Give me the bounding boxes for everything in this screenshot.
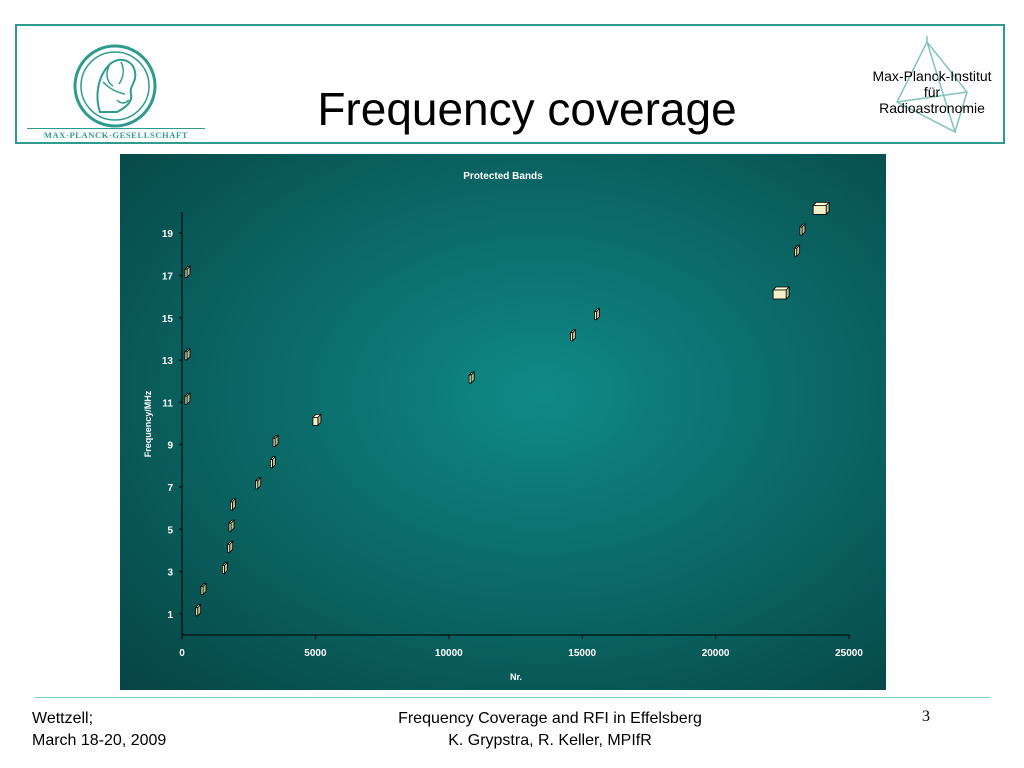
band-marker-face <box>312 416 319 426</box>
band-marker-face <box>184 351 188 361</box>
band-marker-face <box>570 332 573 342</box>
band-marker <box>793 244 801 258</box>
band-marker <box>272 434 280 448</box>
band-marker-face <box>812 204 827 215</box>
mpifr-line-2: für <box>923 84 941 100</box>
band-marker <box>311 413 322 427</box>
band-marker-face <box>200 586 204 595</box>
x-tick-label: 10000 <box>435 648 463 659</box>
band-marker <box>812 201 831 216</box>
x-axis-label: Nr. <box>510 672 522 682</box>
band-marker-face <box>221 565 225 574</box>
x-tick-label: 5000 <box>304 648 327 659</box>
x-tick-label: 0 <box>179 648 185 659</box>
band-marker <box>200 582 207 596</box>
footer-date: March 18-20, 2009 <box>32 732 167 749</box>
mpifr-line-3: Radioastronomie <box>879 100 985 116</box>
band-marker-face <box>594 311 597 321</box>
minerva-logo-icon <box>73 44 157 128</box>
footer-location: Wettzell; <box>32 710 94 727</box>
band-marker <box>221 561 229 575</box>
band-marker-face <box>269 459 273 469</box>
band-marker-face <box>799 226 803 236</box>
band-marker <box>269 455 277 469</box>
x-tick-label: 15000 <box>568 648 596 659</box>
band-marker <box>799 223 806 237</box>
footer-authors: K. Grypstra, R. Keller, MPIfR <box>448 732 652 749</box>
y-tick-label: 1 <box>167 610 173 621</box>
footer-talk-title: Frequency Coverage and RFI in Effelsberg <box>398 710 702 727</box>
chart-panel: Protected Bands Frequency/MHz Nr. 0 5000 1… <box>120 154 886 690</box>
radio-telescope-logo-icon <box>895 36 968 134</box>
y-tick-label: 11 <box>162 398 173 409</box>
chart-title: Protected Bands <box>463 171 543 182</box>
mpifr-logo-text: Max-Planck-Institut für Radioastronomie <box>862 68 1002 116</box>
band-marker-face <box>227 543 231 553</box>
y-tick-label: 19 <box>162 229 174 240</box>
y-tick-label: 17 <box>162 271 174 282</box>
band-marker <box>184 347 191 361</box>
y-tick-label: 5 <box>167 525 173 536</box>
band-marker-face <box>468 374 472 384</box>
protected-bands-chart: Protected Bands Frequency/MHz Nr. 0 5000 1… <box>143 171 863 682</box>
band-marker <box>593 307 601 321</box>
slide-title: Frequency coverage <box>317 83 737 135</box>
band-marker <box>184 265 191 279</box>
band-marker-face <box>184 395 188 405</box>
mpg-logo-caption: MAX-PLANCK-GESELLSCHAFT <box>27 128 205 140</box>
band-marker <box>229 498 237 511</box>
band-marker-face <box>255 480 259 490</box>
mpifr-line-1: Max-Planck-Institut <box>872 68 992 84</box>
y-tick-label: 3 <box>167 568 173 579</box>
y-tick-label: 13 <box>162 356 174 367</box>
band-marker <box>468 371 476 385</box>
band-marker-face <box>228 522 232 532</box>
y-axis-label: Frequency/MHz <box>143 390 153 457</box>
band-marker-face <box>794 247 798 257</box>
x-tick-label: 25000 <box>835 648 863 659</box>
band-marker-face <box>229 501 233 511</box>
y-tick-label: 15 <box>162 314 174 325</box>
band-marker <box>194 603 202 617</box>
footer-divider <box>35 697 990 698</box>
header-frame: MAX-PLANCK-GESELLSCHAFT Frequency covera… <box>15 24 1005 144</box>
band-marker <box>569 328 577 342</box>
page-number: 3 <box>922 708 930 725</box>
chart-marks <box>184 201 831 617</box>
y-tick-label: 7 <box>167 483 173 494</box>
footer-talk-info: Frequency Coverage and RFI in Effelsberg… <box>330 708 770 752</box>
band-marker <box>228 519 235 533</box>
band-marker-face <box>772 289 787 300</box>
band-marker-face <box>272 438 276 447</box>
band-marker <box>184 392 191 406</box>
y-tick-label: 9 <box>167 441 173 452</box>
footer-location-date: Wettzell; March 18-20, 2009 <box>32 708 166 752</box>
x-tick-label: 20000 <box>702 648 730 659</box>
band-marker <box>772 286 791 300</box>
band-marker <box>254 476 262 490</box>
band-marker-face <box>184 268 188 278</box>
band-marker <box>226 540 234 554</box>
band-marker-face <box>195 607 199 617</box>
